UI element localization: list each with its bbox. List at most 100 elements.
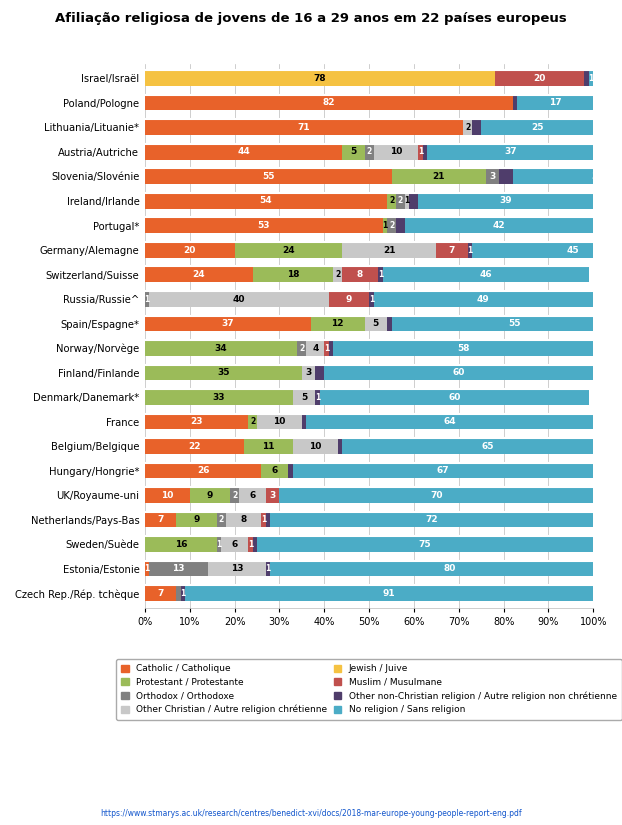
Bar — [396, 218, 405, 233]
Bar — [216, 512, 226, 527]
Bar — [149, 561, 208, 577]
Text: 1: 1 — [180, 589, 185, 598]
Text: 20: 20 — [533, 74, 545, 82]
Text: 49: 49 — [477, 295, 490, 304]
Bar — [333, 267, 342, 282]
Bar — [226, 512, 261, 527]
Text: 70: 70 — [430, 491, 443, 500]
Bar — [248, 414, 257, 429]
Bar — [494, 71, 584, 86]
Bar — [145, 561, 149, 577]
Text: Afiliação religiosa de jovens de 16 a 29 anos em 22 países europeus: Afiliação religiosa de jovens de 16 a 29… — [55, 12, 567, 26]
Text: 72: 72 — [425, 516, 438, 525]
Text: https://www.stmarys.ac.uk/research/centres/benedict-xvi/docs/2018-mar-europe-you: https://www.stmarys.ac.uk/research/centr… — [100, 809, 522, 818]
Text: 23: 23 — [190, 417, 203, 427]
Bar — [391, 316, 622, 331]
Bar — [342, 243, 437, 257]
Bar — [306, 341, 324, 356]
Text: 55: 55 — [262, 172, 274, 181]
Bar — [145, 586, 176, 601]
Text: 2: 2 — [366, 148, 372, 157]
Bar — [293, 463, 593, 478]
Text: 1: 1 — [144, 295, 150, 304]
Text: 16: 16 — [175, 540, 187, 549]
Bar — [342, 267, 378, 282]
Bar — [419, 144, 423, 159]
Bar — [248, 537, 253, 552]
Text: 1: 1 — [216, 540, 221, 549]
Bar — [239, 488, 266, 503]
Text: 53: 53 — [258, 221, 270, 230]
Text: 1: 1 — [144, 564, 150, 573]
Bar — [383, 218, 387, 233]
Text: 80: 80 — [443, 564, 456, 573]
Bar — [271, 561, 622, 577]
Text: 2: 2 — [389, 221, 394, 230]
Bar — [145, 488, 190, 503]
Bar — [364, 316, 387, 331]
Text: 35: 35 — [217, 368, 230, 377]
Text: 13: 13 — [231, 564, 243, 573]
Text: 33: 33 — [213, 393, 225, 402]
Bar — [253, 537, 257, 552]
Text: 8: 8 — [357, 270, 363, 279]
Bar — [297, 341, 306, 356]
Bar — [369, 291, 374, 307]
Bar — [584, 71, 589, 86]
Text: 1: 1 — [324, 344, 329, 352]
Text: 2: 2 — [398, 196, 403, 205]
Text: 2: 2 — [218, 516, 224, 525]
Text: 34: 34 — [215, 344, 228, 352]
Bar — [266, 561, 271, 577]
Bar — [396, 193, 405, 209]
Text: 39: 39 — [499, 196, 512, 205]
Bar — [387, 218, 396, 233]
Bar — [315, 365, 324, 380]
Bar — [374, 144, 419, 159]
Bar — [374, 291, 593, 307]
Bar — [387, 193, 396, 209]
Text: 42: 42 — [493, 221, 506, 230]
Text: 1: 1 — [467, 246, 473, 255]
Bar — [302, 414, 306, 429]
Text: 24: 24 — [282, 246, 295, 255]
Bar — [342, 439, 622, 454]
Bar — [293, 439, 338, 454]
Text: 5: 5 — [350, 148, 356, 157]
Text: 25: 25 — [531, 123, 544, 132]
Text: 1: 1 — [418, 148, 424, 157]
Text: 67: 67 — [437, 466, 449, 475]
Bar — [145, 243, 234, 257]
Text: 1: 1 — [588, 74, 593, 82]
Bar — [145, 463, 261, 478]
Text: 4: 4 — [312, 344, 318, 352]
Text: 75: 75 — [419, 540, 432, 549]
Bar — [190, 488, 230, 503]
Bar — [279, 488, 593, 503]
Bar — [302, 365, 315, 380]
Text: 13: 13 — [172, 564, 185, 573]
Text: 6: 6 — [231, 540, 238, 549]
Bar — [311, 316, 364, 331]
Text: 1: 1 — [261, 516, 266, 525]
Bar — [149, 291, 329, 307]
Text: 2: 2 — [465, 123, 470, 132]
Text: 1: 1 — [315, 393, 320, 402]
Text: 54: 54 — [259, 196, 272, 205]
Text: 58: 58 — [457, 344, 470, 352]
Legend: Catholic / Catholique, Protestant / Protestante, Orthodox / Orthodoxe, Other Chr: Catholic / Catholique, Protestant / Prot… — [116, 659, 622, 719]
Bar — [405, 218, 593, 233]
Bar — [257, 537, 593, 552]
Text: 9: 9 — [207, 491, 213, 500]
Bar — [257, 414, 302, 429]
Bar — [486, 169, 499, 184]
Bar — [387, 316, 391, 331]
Text: 10: 10 — [390, 148, 402, 157]
Bar — [244, 439, 293, 454]
Bar — [253, 267, 333, 282]
Text: 3: 3 — [269, 491, 276, 500]
Text: 65: 65 — [481, 441, 494, 450]
Text: 6: 6 — [272, 466, 278, 475]
Text: 9: 9 — [193, 516, 200, 525]
Bar — [145, 120, 463, 135]
